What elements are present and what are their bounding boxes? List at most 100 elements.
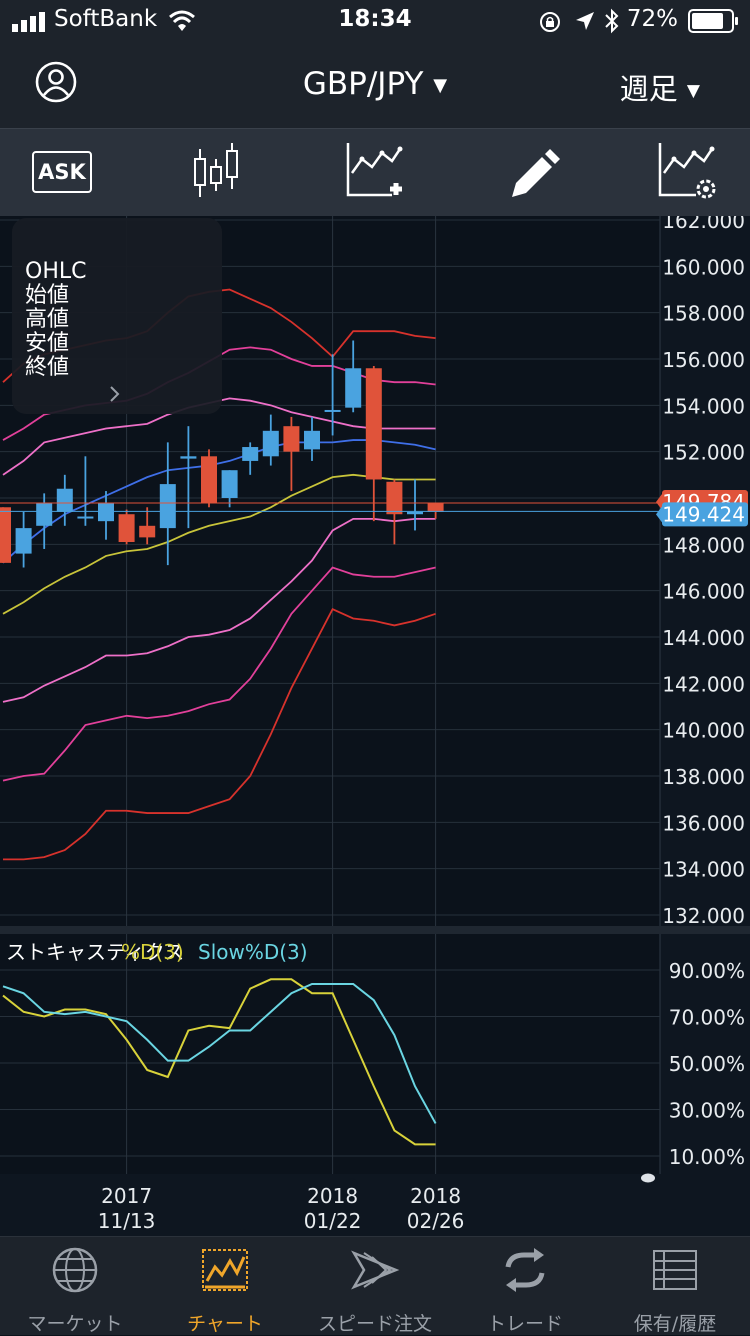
ask-label: ASK: [32, 151, 92, 193]
oscillator-axis-label: 10.00%: [669, 1145, 745, 1169]
add-indicator-icon: [346, 143, 403, 197]
candle-body[interactable]: [283, 426, 300, 452]
price-axis-label: 148.000: [662, 533, 745, 557]
price-axis-label: 152.000: [662, 441, 745, 465]
candle-body[interactable]: [77, 516, 94, 519]
time-axis-date: 01/22: [304, 1209, 362, 1233]
indicator-settings-button[interactable]: [648, 137, 728, 209]
tab-market-label: マーケット: [27, 1313, 123, 1335]
tab-positions-history-label: 保有/履歴: [633, 1313, 717, 1335]
chart-settings-icon: [658, 143, 716, 199]
oscillator-title: ストキャスティクス: [6, 940, 184, 964]
candle-body[interactable]: [365, 368, 382, 480]
rotation-lock-icon: [540, 12, 560, 32]
location-icon: [576, 12, 594, 30]
scroll-indicator: [641, 1173, 655, 1183]
ohlc-title: OHLC: [25, 259, 87, 284]
candle-body[interactable]: [386, 481, 403, 515]
price-axis-label: 146.000: [662, 580, 745, 604]
time-axis-year: 2018: [410, 1184, 461, 1208]
ohlc-low-label: 安値: [25, 331, 70, 356]
candle-body[interactable]: [180, 456, 197, 459]
account-icon[interactable]: [34, 60, 78, 104]
tab-market[interactable]: マーケット: [0, 1237, 150, 1335]
tab-trade-label: トレード: [486, 1313, 563, 1335]
carrier-name: SoftBank: [54, 6, 158, 32]
chevron-down-icon: ▼: [686, 81, 700, 101]
candle-body[interactable]: [324, 409, 341, 412]
candle-body[interactable]: [15, 528, 32, 554]
band-line-lower1: [2, 517, 436, 703]
battery-percent: 72%: [626, 6, 678, 32]
period-label: 週足: [619, 72, 678, 106]
current-price-label: 149.424: [662, 502, 745, 526]
current-price-badge-pointer: [656, 506, 662, 523]
candlestick-icon: [194, 143, 238, 197]
candle-body[interactable]: [36, 502, 53, 526]
oscillator-line: [2, 982, 437, 1124]
oscillator-axis-label: 90.00%: [669, 959, 745, 983]
ohlc-info-panel[interactable]: OHLC 始値 高値 安値 終値: [12, 218, 222, 414]
bottom-tab-bar: マーケット チャート スピード注文 トレード 保有/履歴: [0, 1236, 750, 1335]
candle-body[interactable]: [221, 470, 238, 498]
candle-body[interactable]: [407, 511, 423, 515]
clock: 18:34: [338, 6, 412, 32]
price-axis-label: 142.000: [662, 672, 745, 696]
current-price-badge: [662, 502, 748, 527]
candle-body[interactable]: [242, 447, 259, 461]
price-axis-label: 162.000: [662, 216, 745, 233]
ohlc-close-label: 終値: [25, 355, 70, 380]
tab-chart-label: チャート: [187, 1313, 263, 1335]
candle-body[interactable]: [56, 488, 73, 512]
candle-body[interactable]: [139, 525, 156, 538]
tab-trade[interactable]: トレード: [450, 1237, 600, 1335]
candle-body[interactable]: [0, 507, 11, 563]
price-axis-label: 140.000: [662, 719, 745, 743]
period-selector[interactable]: 週足 ▼: [620, 66, 700, 108]
candle-body[interactable]: [118, 514, 135, 543]
tab-speed-order[interactable]: スピード注文: [300, 1237, 450, 1335]
chart-toolbar: ASK: [0, 128, 750, 217]
price-axis-label: 154.000: [662, 394, 745, 418]
price-axis-label: 132.000: [662, 904, 745, 928]
ask-bid-toggle-button[interactable]: ASK: [22, 137, 102, 209]
oscillator-axis-label: 70.00%: [669, 1006, 745, 1030]
oscillator-legend-d: %D(3): [121, 940, 184, 964]
chevron-right-icon[interactable]: [108, 384, 122, 404]
price-axis-label: 158.000: [662, 302, 745, 326]
chart-icon: [202, 1249, 248, 1291]
band-line-lower3: [3, 608, 436, 861]
bluetooth-icon: [605, 8, 619, 34]
tab-speed-order-label: スピード注文: [317, 1313, 432, 1335]
tab-chart[interactable]: チャート: [150, 1237, 300, 1335]
candle-body[interactable]: [345, 368, 362, 408]
band-line-middle: [2, 439, 436, 564]
battery-icon: [688, 9, 738, 33]
oscillator-legend-slow-d: Slow%D(3): [198, 940, 308, 964]
status-bar: SoftBank 18:34 72%: [0, 0, 750, 44]
drawing-tool-button[interactable]: [494, 137, 574, 209]
candle-body[interactable]: [98, 502, 114, 522]
wifi-icon: [169, 10, 195, 31]
price-axis-label: 138.000: [662, 765, 745, 789]
candle-body[interactable]: [304, 430, 320, 450]
candle-body[interactable]: [427, 502, 444, 512]
band-line-sma: [2, 473, 436, 615]
add-indicator-button[interactable]: [336, 137, 416, 209]
list-icon: [653, 1250, 697, 1290]
speed-arrow-icon: [351, 1250, 400, 1290]
currency-pair-selector[interactable]: GBP/JPY ▼: [0, 66, 750, 102]
globe-icon: [52, 1247, 98, 1293]
time-axis-year: 2017: [101, 1184, 152, 1208]
current-price-badge-pointer: [656, 494, 662, 511]
currency-pair-label: GBP/JPY: [302, 66, 424, 102]
chart-type-button[interactable]: [176, 137, 256, 209]
candle-body[interactable]: [262, 430, 279, 457]
tab-positions-history[interactable]: 保有/履歴: [600, 1237, 750, 1335]
time-axis-date: 02/26: [407, 1209, 465, 1233]
ohlc-open-label: 始値: [25, 283, 70, 308]
candle-body[interactable]: [201, 456, 217, 503]
price-axis-label: 134.000: [662, 858, 745, 882]
candle-body[interactable]: [159, 484, 176, 529]
pencil-icon: [512, 149, 560, 197]
